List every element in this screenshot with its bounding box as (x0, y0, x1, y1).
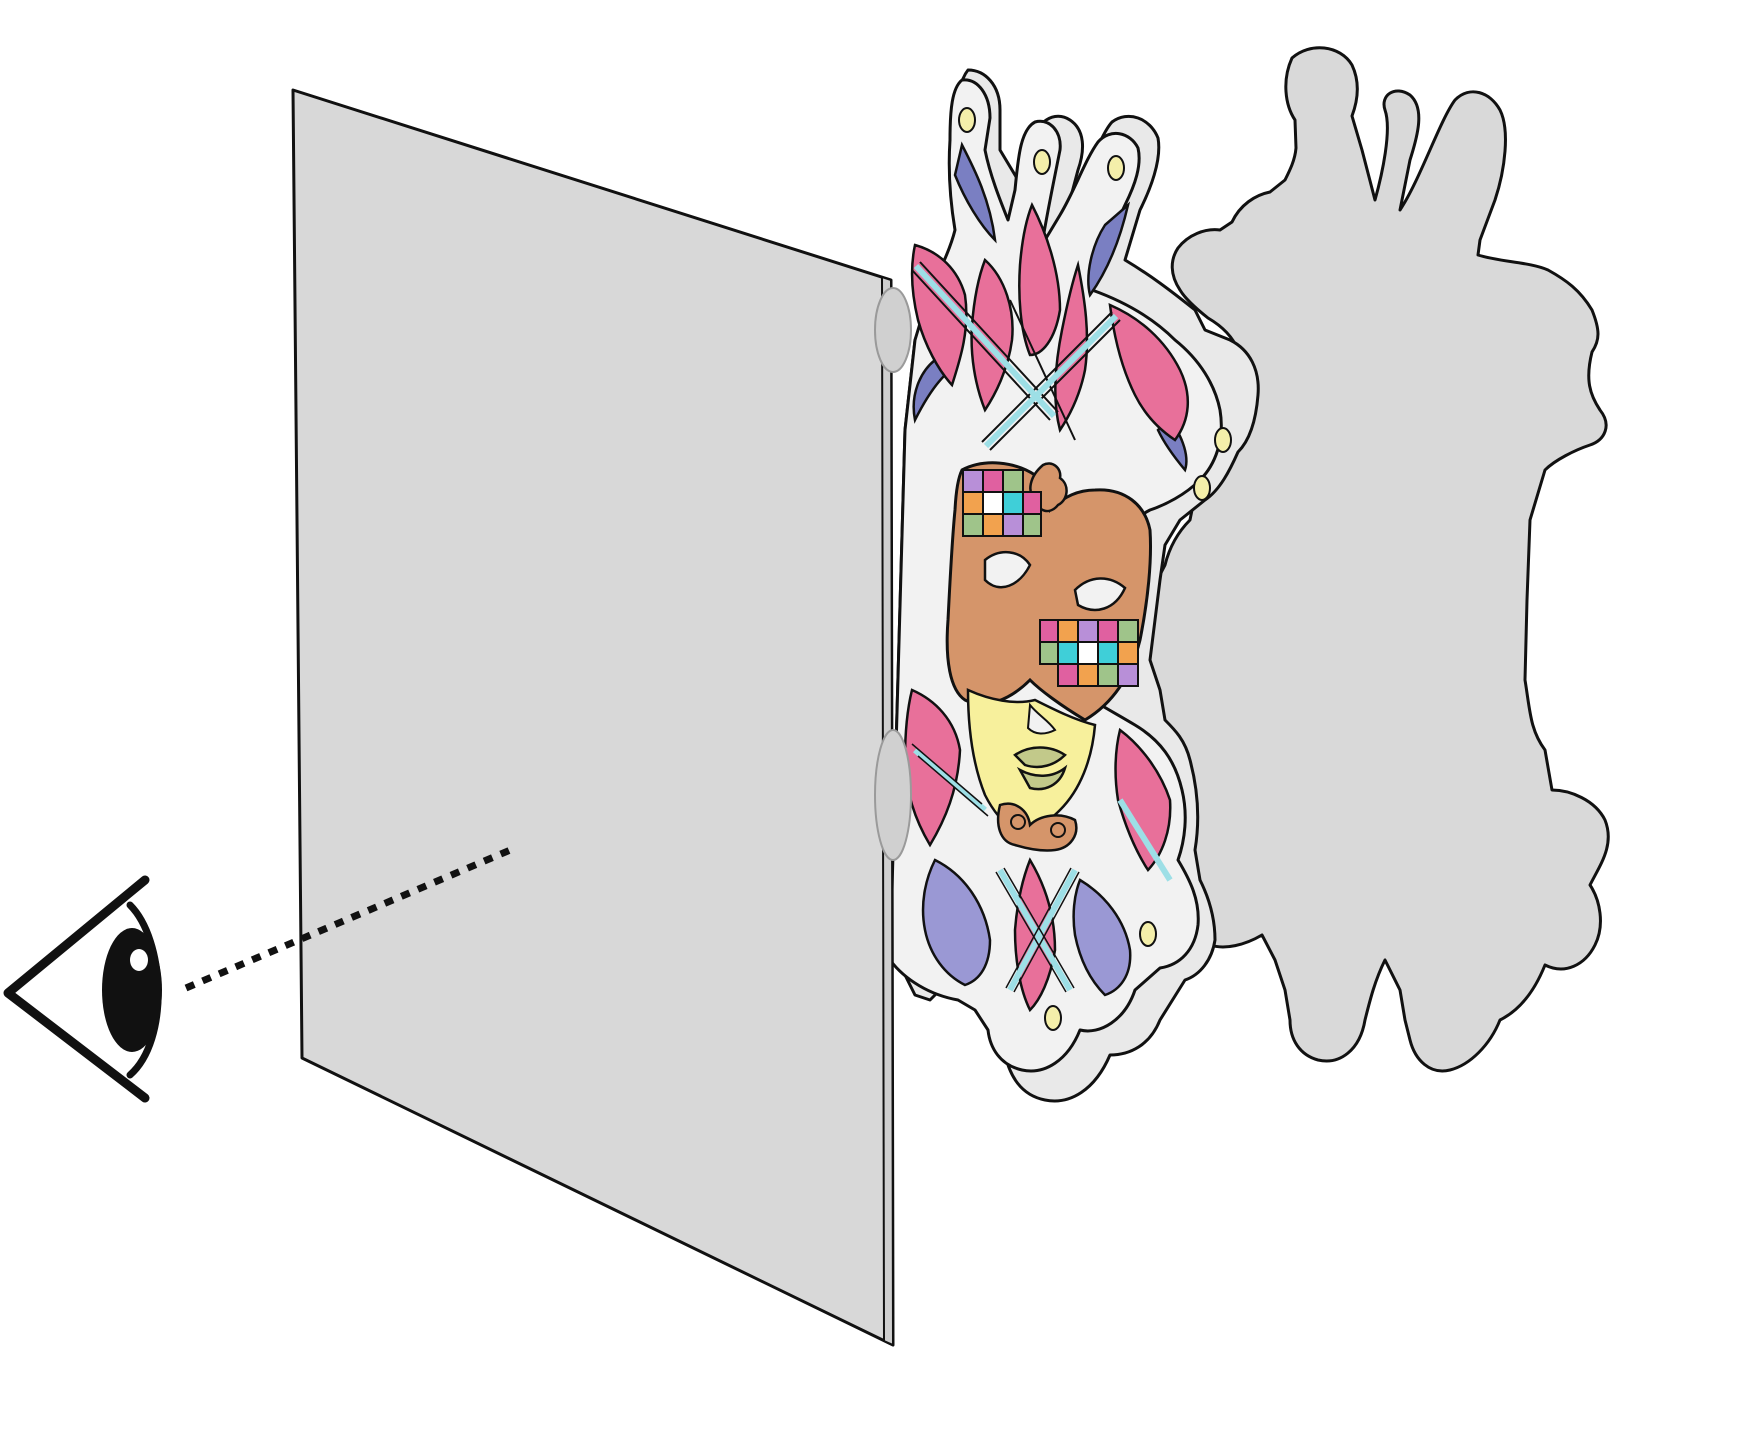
eye-icon (3, 875, 162, 1103)
carnival-mask-cutout (888, 68, 1260, 1103)
sight-line (184, 844, 517, 992)
translucent-screen-panel (291, 88, 912, 1347)
